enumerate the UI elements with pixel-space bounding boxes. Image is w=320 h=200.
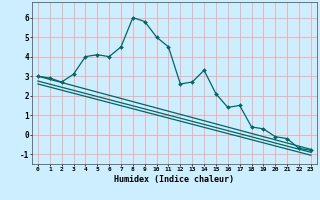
X-axis label: Humidex (Indice chaleur): Humidex (Indice chaleur) xyxy=(115,175,234,184)
